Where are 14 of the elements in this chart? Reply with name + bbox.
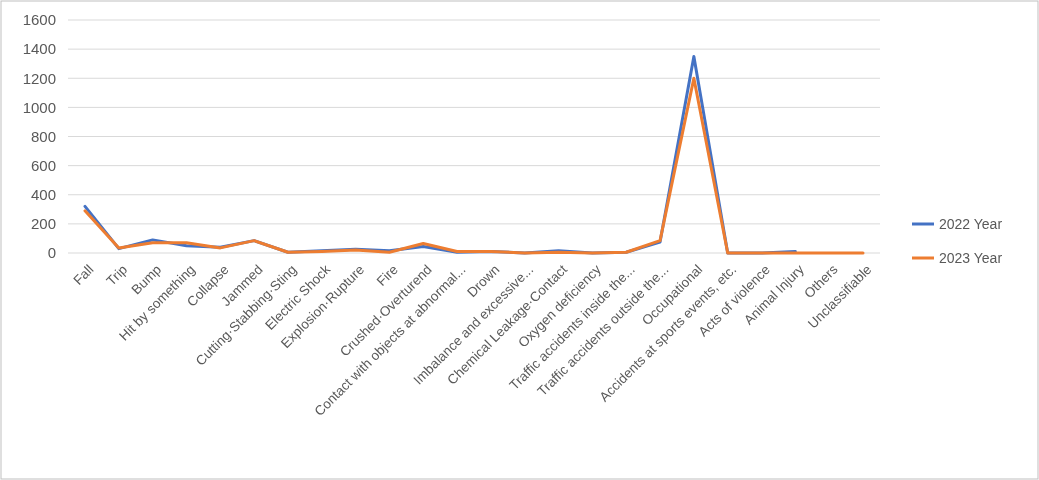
y-tick-label: 600 bbox=[30, 156, 56, 174]
legend-label: 2022 Year bbox=[939, 215, 1003, 232]
legend-label: 2023 Year bbox=[939, 249, 1003, 266]
y-tick-label: 1200 bbox=[22, 69, 56, 87]
y-tick-label: 1600 bbox=[22, 11, 56, 29]
y-tick-label: 0 bbox=[47, 244, 56, 262]
y-tick-label: 400 bbox=[30, 186, 56, 203]
y-tick-label: 200 bbox=[30, 215, 56, 233]
x-tick-label: Fall bbox=[70, 261, 97, 288]
line-series bbox=[83, 76, 865, 255]
y-tick-label: 1400 bbox=[22, 40, 56, 58]
x-tick-label: Trip bbox=[103, 261, 131, 289]
y-tick-label: 1000 bbox=[22, 98, 56, 116]
y-tick-label: 800 bbox=[30, 127, 56, 145]
